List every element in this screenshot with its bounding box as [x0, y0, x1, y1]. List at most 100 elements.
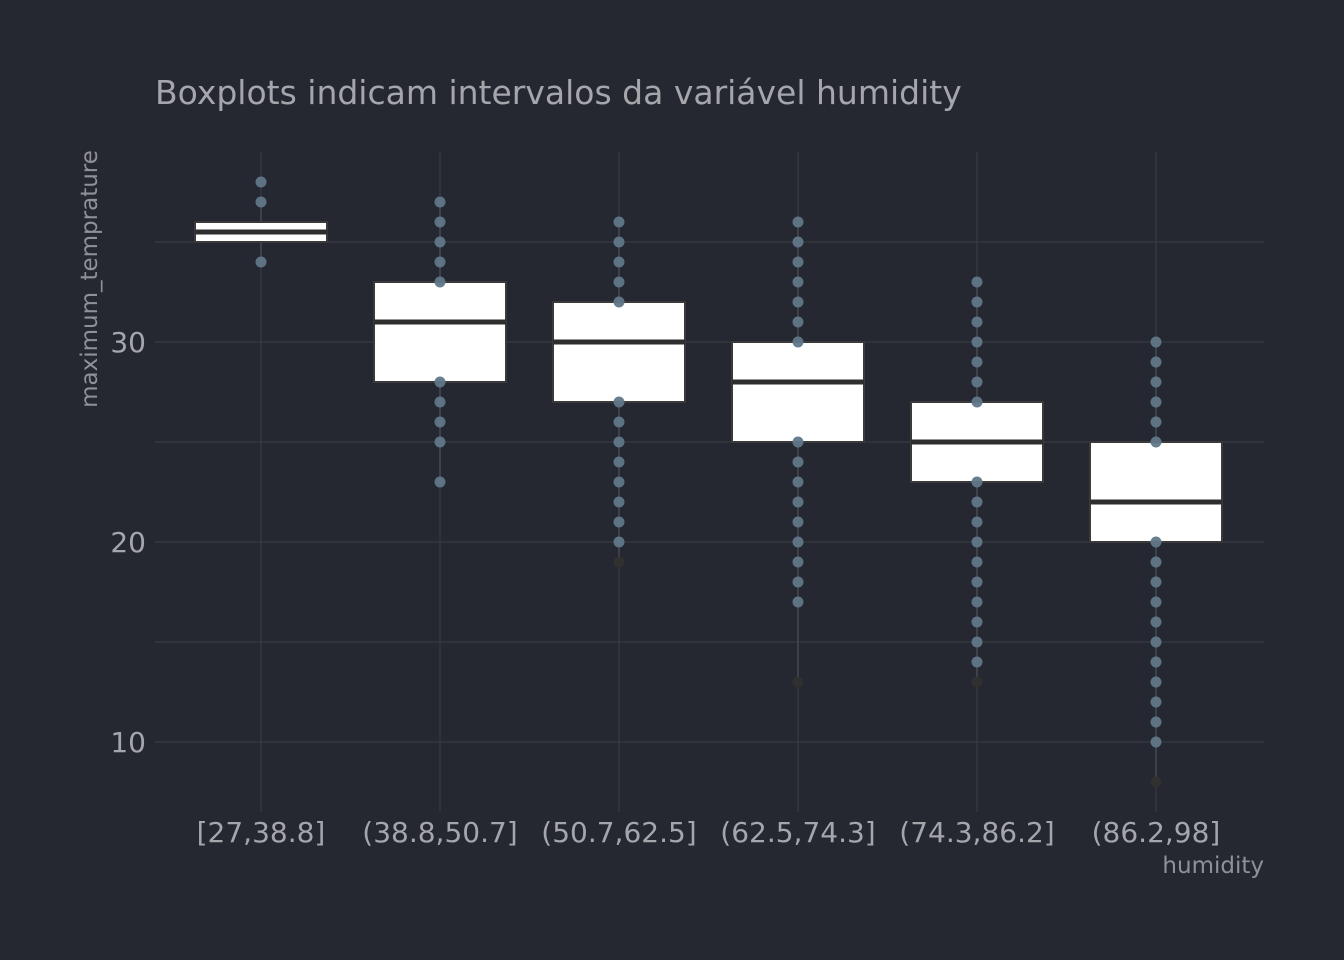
data-point — [1150, 736, 1162, 748]
data-point — [971, 476, 983, 488]
data-point — [1150, 416, 1162, 428]
data-point — [1150, 616, 1162, 628]
data-point — [1150, 676, 1162, 688]
grid — [155, 152, 1264, 812]
data-point — [1150, 536, 1162, 548]
data-point — [971, 616, 983, 628]
box — [731, 341, 865, 443]
data-point — [434, 216, 446, 228]
data-point — [434, 476, 446, 488]
data-point — [1150, 436, 1162, 448]
data-point — [1150, 576, 1162, 588]
data-point — [434, 396, 446, 408]
data-point — [1150, 376, 1162, 388]
data-point — [1150, 396, 1162, 408]
y-tick-label: 30 — [110, 326, 146, 359]
box — [373, 281, 507, 383]
data-point — [792, 436, 804, 448]
data-point — [792, 256, 804, 268]
data-point — [613, 256, 625, 268]
data-point — [613, 556, 625, 568]
data-point — [792, 316, 804, 328]
data-point — [792, 236, 804, 248]
data-point — [792, 496, 804, 508]
data-point — [792, 676, 804, 688]
data-point — [613, 416, 625, 428]
data-point — [613, 476, 625, 488]
data-point — [792, 596, 804, 608]
data-point — [971, 276, 983, 288]
y-tick-label: 10 — [110, 726, 146, 759]
data-point — [971, 656, 983, 668]
data-point — [434, 236, 446, 248]
data-point — [434, 416, 446, 428]
data-point — [434, 196, 446, 208]
data-point — [434, 276, 446, 288]
data-point — [434, 436, 446, 448]
data-point — [255, 256, 267, 268]
data-point — [971, 356, 983, 368]
data-point — [971, 536, 983, 548]
data-point — [792, 276, 804, 288]
data-point — [971, 296, 983, 308]
data-point — [792, 576, 804, 588]
data-point — [613, 496, 625, 508]
box — [552, 301, 686, 403]
data-point — [971, 596, 983, 608]
data-point — [255, 196, 267, 208]
x-axis-ticks: [27,38.8] (38.8,50.7] (50.7,62.5] (62.5,74.… — [197, 816, 1221, 849]
data-point — [971, 496, 983, 508]
data-point — [613, 396, 625, 408]
y-axis-ticks: 10 20 30 — [110, 326, 146, 759]
data-point — [792, 556, 804, 568]
data-point — [792, 456, 804, 468]
data-point — [1150, 656, 1162, 668]
data-point — [792, 476, 804, 488]
x-tick-label: (74.3,86.2] — [899, 816, 1054, 849]
data-point — [613, 516, 625, 528]
box — [1089, 441, 1223, 543]
data-point — [434, 256, 446, 268]
data-point — [971, 576, 983, 588]
data-point — [971, 376, 983, 388]
data-point — [1150, 556, 1162, 568]
boxes — [194, 202, 1223, 782]
data-point — [971, 556, 983, 568]
data-point — [255, 176, 267, 188]
data-point — [1150, 356, 1162, 368]
chart-title: Boxplots indicam intervalos da variável … — [155, 73, 962, 112]
data-point — [1150, 336, 1162, 348]
data-point — [971, 676, 983, 688]
data-point — [792, 216, 804, 228]
x-tick-label: [27,38.8] — [197, 816, 326, 849]
data-point — [792, 336, 804, 348]
data-point — [971, 316, 983, 328]
data-point — [1150, 716, 1162, 728]
x-tick-label: (38.8,50.7] — [362, 816, 517, 849]
data-point — [613, 276, 625, 288]
data-point — [792, 516, 804, 528]
x-tick-label: (50.7,62.5] — [541, 816, 696, 849]
x-tick-label: (86.2,98] — [1092, 816, 1221, 849]
data-point — [613, 296, 625, 308]
data-point — [971, 336, 983, 348]
data-point — [613, 536, 625, 548]
data-point — [613, 436, 625, 448]
y-tick-label: 20 — [110, 526, 146, 559]
data-point — [971, 396, 983, 408]
data-point — [613, 236, 625, 248]
x-tick-label: (62.5,74.3] — [720, 816, 875, 849]
y-axis-title: maximum_temprature — [77, 150, 103, 408]
data-point — [792, 536, 804, 548]
data-point — [1150, 776, 1162, 788]
data-point — [1150, 696, 1162, 708]
data-point — [792, 296, 804, 308]
points — [255, 176, 1162, 788]
data-point — [971, 636, 983, 648]
data-point — [1150, 596, 1162, 608]
data-point — [613, 456, 625, 468]
data-point — [971, 516, 983, 528]
data-point — [1150, 636, 1162, 648]
data-point — [434, 376, 446, 388]
